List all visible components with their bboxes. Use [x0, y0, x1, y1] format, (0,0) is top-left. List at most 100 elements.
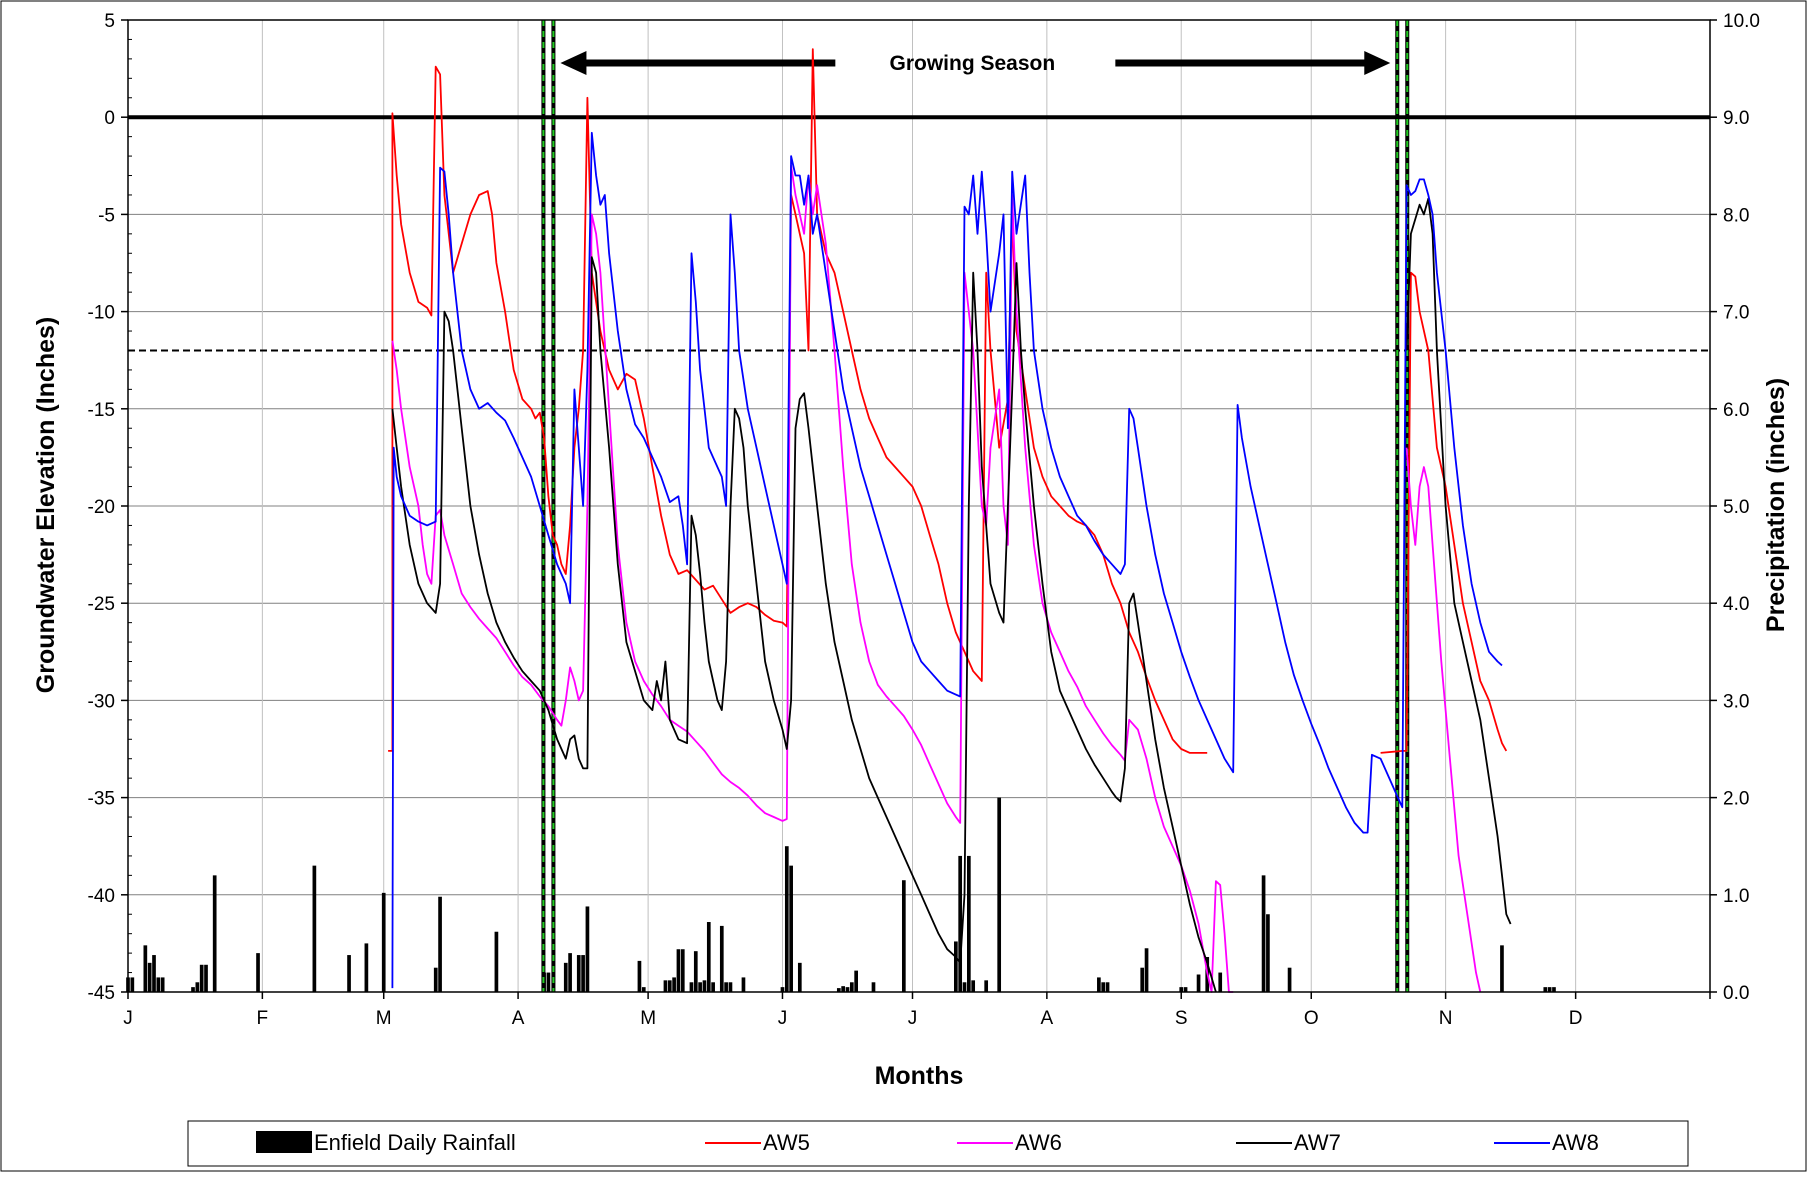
rainfall-bar — [1196, 974, 1201, 992]
growing-season-label: Growing Season — [889, 52, 1055, 75]
rainfall-bar — [836, 988, 841, 992]
rainfall-bar — [702, 980, 707, 992]
rainfall-bar — [130, 977, 135, 992]
y2-tick-label: 1.0 — [1723, 886, 1749, 907]
rainfall-bar — [797, 962, 802, 992]
x-tick-label: N — [1439, 1008, 1453, 1029]
season-arrow-right-head — [1364, 51, 1391, 75]
rainfall-bar — [672, 977, 676, 992]
rainfall-bar — [680, 949, 685, 992]
y-tick-label: -30 — [88, 691, 115, 712]
y-tick-label: -20 — [88, 497, 115, 518]
rainfall-bar — [156, 977, 161, 992]
rainfall-bar — [160, 977, 165, 992]
x-tick-label: J — [123, 1008, 133, 1029]
rainfall-bar — [1547, 987, 1552, 992]
rainfall-bar — [1097, 977, 1101, 992]
season-arrow-left-head — [560, 51, 587, 75]
rainfall-bar — [1218, 972, 1223, 992]
rainfall-bar — [667, 980, 672, 992]
rainfall-bar — [568, 953, 572, 992]
rainfall-bar — [849, 982, 854, 992]
y-tick-label: -15 — [88, 400, 115, 421]
y-tick-label: -40 — [88, 886, 115, 907]
rainfall-bar — [689, 982, 694, 992]
rainfall-bar — [1261, 875, 1266, 992]
x-tick-label: A — [512, 1008, 525, 1029]
y-axis-title: Groundwater Elevation (Inches) — [32, 317, 60, 693]
rainfall-bar — [1140, 967, 1145, 992]
rainfall-bar — [576, 955, 581, 992]
y-tick-label: -25 — [88, 594, 115, 615]
y2-tick-label: 6.0 — [1723, 400, 1749, 421]
rainfall-bar — [693, 951, 698, 992]
x-tick-label: M — [376, 1008, 392, 1029]
rainfall-bar — [967, 855, 971, 992]
rainfall-bar — [663, 980, 668, 992]
y-tick-label: 0 — [104, 108, 115, 129]
y-tick-label: -45 — [88, 983, 115, 1004]
rainfall-bar — [784, 846, 789, 992]
rainfall-bar — [958, 855, 963, 992]
rainfall-bar — [780, 987, 785, 992]
rainfall-bar — [1101, 982, 1106, 992]
x-tick-label: F — [257, 1008, 269, 1029]
rainfall-bar — [698, 982, 702, 992]
rainfall-bar — [641, 987, 646, 992]
legend-label-rainfall: Enfield Daily Rainfall — [314, 1130, 516, 1155]
y2-tick-label: 4.0 — [1723, 594, 1749, 615]
y2-tick-label: 5.0 — [1723, 497, 1749, 518]
y-tick-label: -5 — [98, 205, 115, 226]
x-tick-label: S — [1175, 1008, 1188, 1029]
rainfall-bar — [637, 960, 642, 992]
series-line-aw8 — [391, 131, 1503, 989]
rainfall-bar — [871, 982, 876, 992]
y2-tick-label: 10.0 — [1723, 11, 1760, 32]
rainfall-bar — [901, 880, 906, 992]
rainfall-bar — [1552, 987, 1556, 992]
rainfall-bar — [984, 980, 989, 992]
rainfall-bar — [953, 941, 958, 992]
y2-tick-label: 9.0 — [1723, 108, 1749, 129]
rainfall-bar — [147, 962, 152, 992]
series-line-aw5 — [388, 48, 1508, 754]
rainfall-bar — [364, 943, 369, 992]
rainfall-bar — [1500, 945, 1504, 992]
rainfall-bar — [724, 982, 728, 992]
rainfall-bar — [971, 980, 976, 992]
rainfall-bar — [711, 982, 715, 992]
growing-season-markers: Growing Season — [541, 20, 1410, 992]
rainfall-bar — [845, 987, 850, 992]
rainfall-bar — [719, 925, 724, 992]
rainfall-bar — [195, 982, 200, 992]
y2-tick-label: 8.0 — [1723, 205, 1749, 226]
rainfall-bar — [706, 922, 711, 992]
rainfall-bar — [1543, 987, 1548, 992]
y2-tick-label: 0.0 — [1723, 983, 1749, 1004]
rainfall-bar — [199, 964, 204, 992]
rainfall-bar — [1144, 948, 1149, 992]
legend: Enfield Daily Rainfall AW5 AW6 AW7 AW8 — [187, 1120, 1689, 1167]
rainfall-bar — [143, 945, 148, 992]
series-line-aw7 — [391, 197, 1512, 993]
rainfall-bar — [433, 967, 438, 992]
rainfall-bar — [854, 970, 858, 992]
rainfall-bar — [676, 949, 681, 992]
y-tick-label: 5 — [104, 11, 115, 32]
legend-box — [187, 1120, 1689, 1167]
x-tick-label: O — [1304, 1008, 1319, 1029]
groundwater-series — [388, 48, 1512, 993]
axes: 5 0 -5 -10 -15 -20 -25 -30 -35 -40 -45 10.0 9.0 8.0 7.… — [88, 11, 1760, 1029]
rainfall-bar — [728, 982, 733, 992]
y2-axis-title: Precipitation (inches) — [1762, 378, 1790, 632]
y2-tick-label: 2.0 — [1723, 789, 1749, 810]
rainfall-bar — [1266, 914, 1270, 992]
rainfall-bar — [741, 977, 746, 992]
rainfall-bar — [1179, 987, 1184, 992]
rainfall-bar — [581, 955, 585, 992]
rainfall-bar — [789, 865, 793, 992]
rainfall-bar — [204, 964, 208, 992]
